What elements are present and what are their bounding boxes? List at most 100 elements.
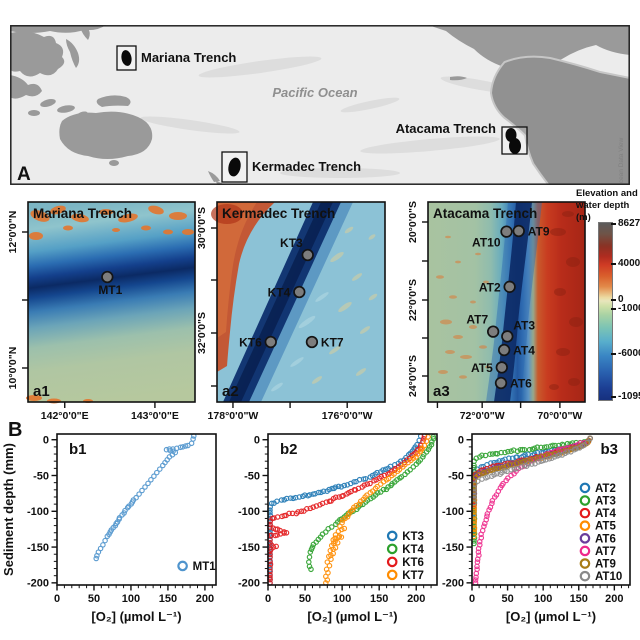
atacama-trench-shape: [509, 138, 521, 154]
data-point: [157, 466, 163, 472]
land-japan: [66, 39, 80, 68]
station-marker-AT6: AT6: [494, 376, 532, 391]
map-a2-title: Kermadec Trench: [222, 206, 335, 221]
data-point: [508, 472, 514, 479]
stations-layer-a1: MT1: [98, 270, 123, 297]
data-point: [357, 498, 364, 505]
colorbar-tick: [611, 308, 616, 311]
legend-item-KT3: KT3: [386, 530, 424, 543]
station-dot: [487, 325, 500, 338]
map-a3-corner-label: a3: [433, 383, 450, 400]
data-point: [290, 495, 296, 502]
data-point: [335, 534, 342, 541]
data-point: [494, 459, 500, 466]
map-a1-title: Mariana Trench: [33, 206, 132, 221]
colorbar-tick-label: 8627: [618, 218, 640, 230]
map-a2-corner-label: a2: [222, 383, 239, 400]
data-point: [474, 563, 480, 570]
data-point: [423, 438, 430, 444]
data-point: [526, 446, 533, 453]
legend-label: AT5: [595, 521, 616, 533]
data-point: [388, 482, 394, 489]
data-point: [543, 457, 549, 463]
plot-frame: [56, 433, 217, 586]
data-point: [326, 498, 333, 505]
ridge-patches-a1: [26, 205, 194, 404]
station-dot: [494, 376, 508, 390]
map-a3-frame: [427, 201, 586, 403]
land-east-asia: [10, 31, 65, 77]
legend-label: AT3: [595, 496, 616, 508]
data-point: [371, 477, 377, 484]
legend-swatch: [386, 556, 398, 568]
map-a1-corner-label: a1: [33, 383, 50, 400]
y-tick-label: -200: [442, 578, 464, 590]
data-point: [489, 451, 496, 457]
data-point: [525, 451, 531, 458]
data-point: [341, 482, 348, 489]
map-a2-kermadec: KT3 KT4 KT6 KT7 Kermadec Trench a2 30°0'0"S…: [195, 196, 388, 424]
panel-label-b3: b3: [600, 441, 618, 458]
y-tick-label: -100: [238, 506, 260, 518]
legend-swatch: [579, 533, 591, 544]
data-point: [476, 538, 483, 545]
data-point: [307, 505, 314, 512]
data-point: [502, 449, 508, 456]
x-tick-label: 150: [159, 593, 177, 605]
data-point: [324, 488, 330, 494]
elevation-colorbar: [598, 222, 613, 401]
atacama-trench-label: Atacama Trench: [396, 121, 496, 136]
colorbar-tick: [611, 353, 616, 356]
stations-layer-a3: AT10 AT9 AT2 AT7 AT3 AT4 AT5 AT6: [466, 225, 549, 391]
data-point: [307, 549, 314, 555]
data-point: [367, 480, 373, 487]
data-point: [478, 531, 484, 538]
data-point: [568, 449, 574, 455]
data-point: [381, 472, 388, 479]
abyssal-hills-a3: [436, 235, 491, 379]
station-label: KT4: [268, 286, 291, 300]
data-point: [148, 477, 154, 483]
legend-item-KT7: KT7: [386, 569, 424, 582]
data-point: [413, 461, 420, 467]
data-point: [94, 552, 100, 559]
legend-label: KT7: [402, 570, 424, 582]
ocean-label: Pacific Ocean: [272, 85, 357, 100]
legend-item-AT4: AT4: [579, 507, 616, 520]
legend-item-AT3: AT3: [579, 495, 616, 508]
data-point: [310, 504, 316, 510]
data-point: [476, 472, 482, 478]
data-point: [298, 508, 305, 515]
station-marker-KT4: KT4: [268, 286, 306, 300]
x-tick-label: 0: [54, 593, 60, 605]
y-tick-label: -50: [448, 470, 464, 482]
data-point: [273, 543, 279, 550]
colorbar-tick: [611, 299, 616, 302]
x-tick-label: 150: [370, 593, 388, 605]
colorbar-title-line2: water depth (m): [576, 200, 630, 223]
data-point: [473, 570, 480, 577]
y-tick-label: 32°0'0"S: [196, 312, 208, 354]
station-marker-AT9: AT9: [512, 225, 550, 239]
colorbar-title-line1: Elevation and: [576, 188, 638, 199]
station-marker-MT1: MT1: [98, 270, 123, 297]
data-point: [497, 471, 503, 477]
series-MT1: [93, 433, 197, 562]
x-tick-label: 200: [196, 593, 214, 605]
data-point: [313, 503, 320, 509]
y-tick-label: 0: [254, 435, 260, 447]
data-point: [492, 494, 498, 500]
colorbar-tick-label: 0: [618, 294, 624, 306]
legend-swatch: [579, 520, 591, 532]
y-tick-label: 20°0'0"S: [407, 201, 419, 243]
land-tasmania: [109, 160, 119, 166]
data-point: [289, 510, 296, 517]
station-dot: [503, 280, 516, 293]
map-a3-atacama: AT10 AT9 AT2 AT7 AT3 AT4 AT5 AT6 Atacama Trench…: [406, 196, 588, 424]
x-tick-label: 72°0'0"W: [460, 410, 505, 422]
plot-frame: [267, 433, 438, 586]
mariana-trench-label: Mariana Trench: [141, 50, 236, 65]
y-axis-label: Sediment depth (mm): [1, 443, 16, 576]
data-point: [494, 470, 500, 477]
y-tick-label: 0: [458, 435, 464, 447]
